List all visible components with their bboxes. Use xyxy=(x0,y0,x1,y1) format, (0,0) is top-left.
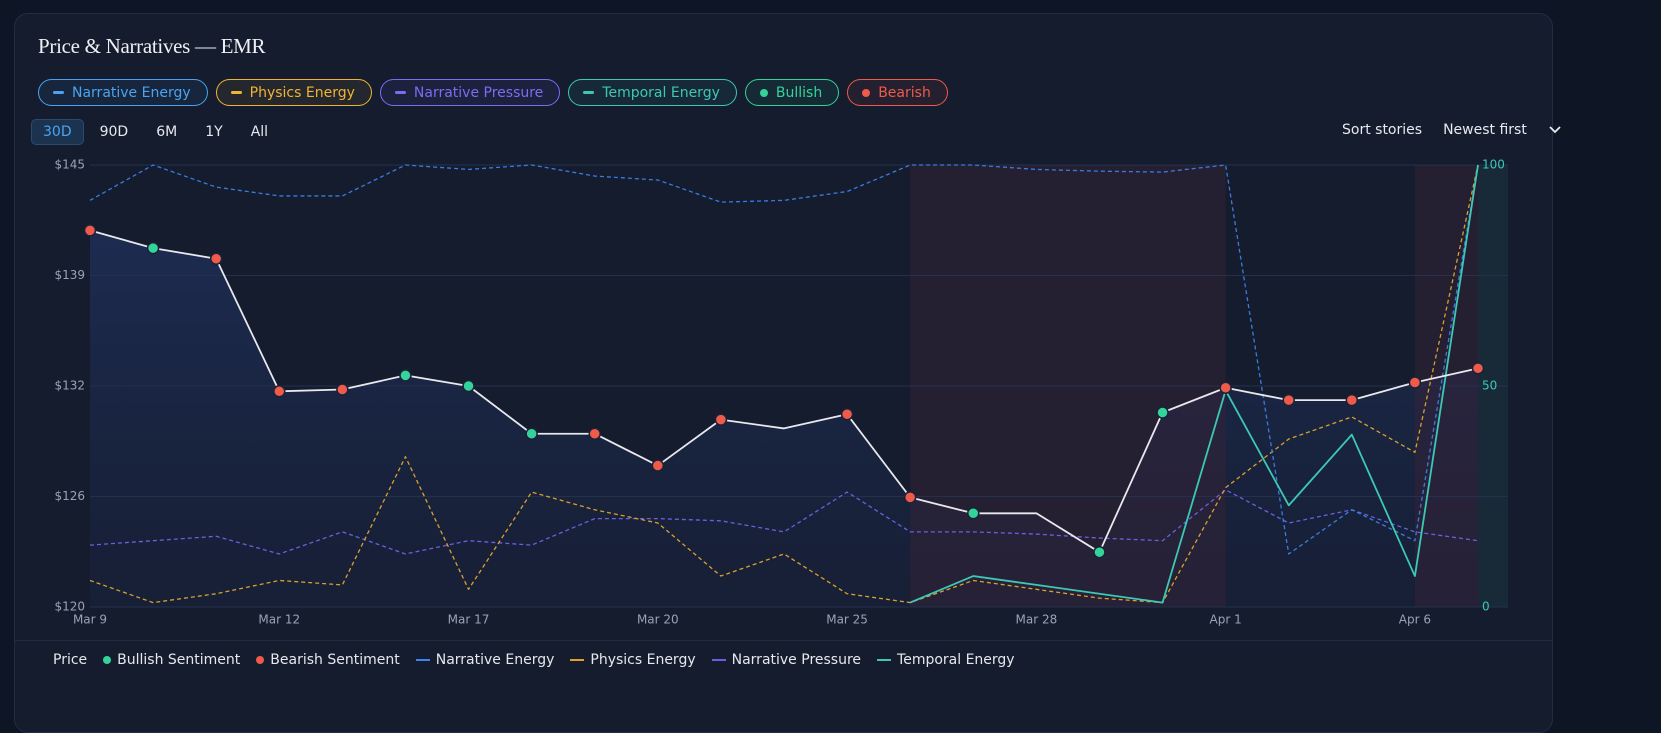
legend-icon xyxy=(415,659,430,661)
legend-label: Price xyxy=(53,652,88,668)
sentiment-marker xyxy=(1282,393,1295,407)
y-tick-label: $132 xyxy=(54,379,85,393)
toggle-icon xyxy=(759,88,768,97)
x-tick-label: Apr 1 xyxy=(1210,613,1242,627)
toggle-pill[interactable]: Bearish xyxy=(847,79,948,106)
legend-label: Temporal Energy xyxy=(897,652,1015,668)
toggle-icon xyxy=(53,91,64,94)
x-tick-label: Apr 6 xyxy=(1399,613,1431,627)
range-button[interactable]: 90D xyxy=(99,124,129,140)
sentiment-marker xyxy=(1219,381,1232,395)
title: Price & Narratives — EMR xyxy=(38,34,266,58)
x-tick-label: Mar 9 xyxy=(73,613,107,627)
legend-item[interactable]: Physics Energy xyxy=(570,652,696,668)
sort-value[interactable]: Newest first xyxy=(1443,122,1527,138)
toggle-label: Bullish xyxy=(775,84,823,101)
sentiment-marker xyxy=(209,252,223,265)
sentiment-marker xyxy=(83,224,97,237)
toggle-label: Bearish xyxy=(878,84,931,101)
x-tick-label: Mar 25 xyxy=(826,613,868,627)
legend-item[interactable]: Bullish Sentiment xyxy=(103,652,240,668)
y-tick-label: $120 xyxy=(54,600,85,614)
sort[interactable]: Sort stories Newest first xyxy=(1342,122,1562,138)
toggles: Narrative Energy Physics Energy Narrative … xyxy=(38,79,948,106)
toggle-pill[interactable]: Temporal Energy xyxy=(568,79,737,106)
toggle-pill[interactable]: Narrative Energy xyxy=(38,79,208,106)
x-tick-label: Mar 20 xyxy=(637,613,679,627)
legend-item[interactable]: Narrative Pressure xyxy=(711,652,862,668)
toggle-label: Temporal Energy xyxy=(602,84,720,101)
sentiment-marker xyxy=(651,459,665,472)
range-button[interactable]: All xyxy=(250,124,269,140)
range-button[interactable]: 6M xyxy=(156,124,178,140)
y-tick-label: $139 xyxy=(54,268,85,282)
sentiment-marker xyxy=(273,385,286,398)
toggle-label: Narrative Energy xyxy=(72,84,191,101)
price-area xyxy=(90,230,1478,607)
sentiment-marker xyxy=(1156,406,1169,419)
sentiment-marker xyxy=(1471,362,1485,375)
y2-tick-label: 0 xyxy=(1482,600,1490,614)
sentiment-marker xyxy=(525,427,538,440)
series-line xyxy=(89,489,1479,555)
sort-label: Sort stories xyxy=(1342,122,1423,138)
toggle-icon xyxy=(394,91,406,94)
legend-item[interactable]: Narrative Energy xyxy=(415,652,555,668)
legend-label: Narrative Pressure xyxy=(731,652,862,668)
legend-label: Narrative Energy xyxy=(435,652,555,668)
sentiment-marker xyxy=(1345,393,1359,407)
legend-label: Bullish Sentiment xyxy=(117,652,241,668)
chevron[interactable] xyxy=(1548,122,1562,136)
legend-icon xyxy=(570,659,585,661)
range-button[interactable]: 1Y xyxy=(205,124,223,140)
y-tick-label: $145 xyxy=(54,158,85,172)
legend-item[interactable]: Price xyxy=(53,652,87,668)
toggle-label: Narrative Pressure xyxy=(413,84,544,101)
x-tick-label: Mar 12 xyxy=(258,613,300,627)
sentiment-marker xyxy=(903,491,917,504)
sentiment-marker xyxy=(588,427,601,440)
y2-tick-label: 100 xyxy=(1482,158,1505,172)
x-tick-label: Mar 28 xyxy=(1015,613,1057,627)
y2-tick-label: 50 xyxy=(1482,379,1497,393)
legend-label: Bearish Sentiment xyxy=(270,652,400,668)
toggle-icon xyxy=(230,91,242,94)
series-line xyxy=(909,164,1479,604)
sentiment-marker xyxy=(714,413,728,426)
separator xyxy=(14,640,1553,641)
legend-label: Physics Energy xyxy=(590,652,696,668)
legend-icon xyxy=(877,659,892,661)
toggle-icon xyxy=(583,91,595,94)
sentiment-marker xyxy=(1093,545,1106,559)
y-tick-label: $126 xyxy=(54,489,85,503)
toggle-pill[interactable]: Physics Energy xyxy=(215,79,372,106)
toggle-icon xyxy=(862,88,871,97)
legend-item[interactable]: Temporal Energy xyxy=(877,652,1015,668)
legend-icon xyxy=(711,659,726,661)
ranges: 30D 90D 6M 1Y All xyxy=(31,119,280,145)
sentiment-marker xyxy=(399,369,412,382)
x-tick-label: Mar 17 xyxy=(448,613,490,627)
range-button[interactable]: 30D xyxy=(31,119,84,145)
sentiment-marker xyxy=(462,379,475,393)
sentiment-marker xyxy=(146,241,160,255)
sentiment-marker xyxy=(336,383,349,396)
sentiment-marker xyxy=(840,408,854,421)
sentiment-marker xyxy=(1408,376,1422,389)
toggle-label: Physics Energy xyxy=(249,84,355,101)
legend-icon xyxy=(103,656,112,664)
legend: Price Bullish Sentiment Bearish Sentiment N… xyxy=(53,652,1015,668)
legend-icon xyxy=(256,656,265,664)
legend-item[interactable]: Bearish Sentiment xyxy=(256,652,400,668)
series-line xyxy=(89,229,1479,554)
toggle-pill[interactable]: Narrative Pressure xyxy=(379,79,561,106)
sentiment-marker xyxy=(967,507,980,520)
toggle-pill[interactable]: Bullish xyxy=(744,79,840,106)
